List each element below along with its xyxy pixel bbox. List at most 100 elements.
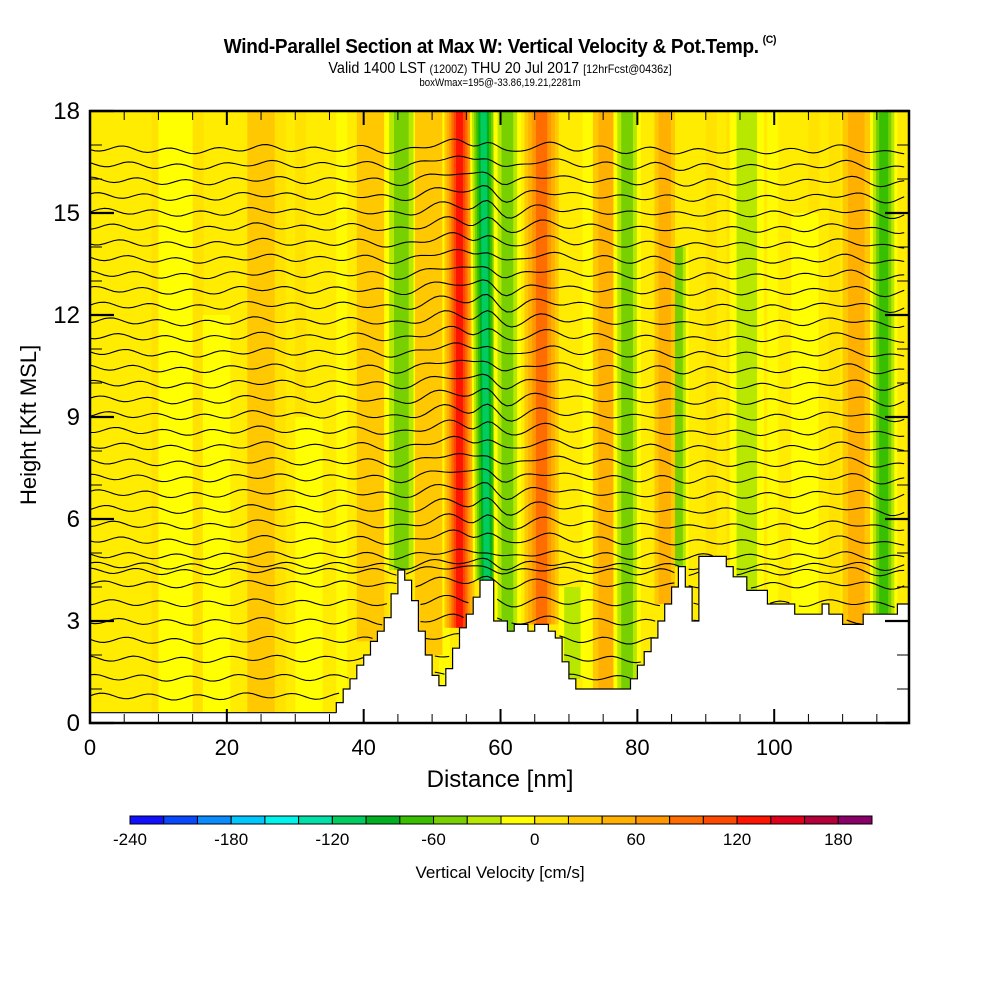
theta-contour-line <box>90 435 905 452</box>
colorbar-box <box>163 815 198 825</box>
colorbar-box <box>196 815 232 825</box>
theta-contour-line <box>90 557 680 571</box>
theta-contour-line <box>90 419 905 437</box>
colorbar-box <box>635 815 671 825</box>
colorbar-box <box>534 815 569 825</box>
velocity-band <box>384 111 419 570</box>
theta-contour-line <box>496 617 503 621</box>
colorbar-box <box>365 815 401 825</box>
velocity-level <box>736 111 758 591</box>
colorbar-tick-label: -240 <box>113 830 147 849</box>
velocity-level <box>848 111 865 625</box>
velocity-band <box>202 315 231 712</box>
colorbar-box <box>129 815 165 825</box>
theta-contour-line <box>846 619 862 625</box>
theta-contour-line <box>496 596 660 608</box>
velocity-band <box>729 111 764 591</box>
colorbar-label: Vertical Velocity [cm/s] <box>415 863 585 882</box>
chart-title: Wind-Parallel Section at Max W: Vertical… <box>25 34 975 59</box>
field-stripe <box>438 111 450 712</box>
axes: 0 20 40 60 80 100 0 3 6 9 12 15 18 <box>53 98 911 760</box>
colorbar: -240 -180 -120 -60 0 60 120 180 <box>113 815 873 849</box>
colorbar-box <box>298 815 333 825</box>
x-axis-label: Distance [nm] <box>0 766 1000 794</box>
theta-contour-line <box>736 566 905 577</box>
colorbar-box <box>264 815 300 825</box>
velocity-level <box>535 111 548 625</box>
velocity-band <box>842 111 870 625</box>
theta-contour-line <box>688 571 699 577</box>
y-axis-label-text: Height [Kft MSL] <box>16 344 41 505</box>
theta-contour-line <box>568 673 632 681</box>
theta-contour-line <box>90 248 905 265</box>
velocity-level <box>202 315 231 712</box>
y-tick-label: 0 <box>67 710 80 737</box>
field-stripe <box>828 111 840 712</box>
velocity-band <box>356 111 385 642</box>
x-tick-label: 40 <box>351 735 375 760</box>
title-text: Wind-Parallel Section at Max W: Vertical… <box>223 36 759 58</box>
theta-contour-line <box>415 575 675 590</box>
theta-contour-line <box>90 468 905 485</box>
velocity-band <box>613 111 641 689</box>
theta-contour-line <box>90 453 905 469</box>
colorbar-box <box>567 815 603 825</box>
theta-contour-line <box>90 529 905 546</box>
theta-contour-line <box>90 579 397 589</box>
copyright-mark: (C) <box>762 34 777 46</box>
theta-contour-line <box>90 310 905 329</box>
theta-contour-line <box>90 673 349 682</box>
field-stripe <box>705 111 717 712</box>
colorbar-box <box>433 815 468 825</box>
terrain <box>89 555 910 724</box>
velocity-level <box>791 213 819 615</box>
velocity-level <box>674 247 683 567</box>
colorbar-tick-label: 120 <box>723 830 751 849</box>
theta-contour-line <box>90 185 905 204</box>
velocity-level <box>393 111 409 570</box>
velocity-level <box>415 111 443 655</box>
velocity-band <box>791 213 819 615</box>
theta-contour-line <box>90 216 905 235</box>
x-tick-label: 60 <box>488 735 512 760</box>
theta-contour-line <box>90 138 905 155</box>
theta-contour-line <box>405 565 675 576</box>
field-stripe <box>767 111 779 712</box>
theta-contour-line <box>511 615 656 626</box>
theta-contour-line <box>90 482 905 501</box>
colorbar-tick-label: -120 <box>315 830 349 849</box>
y-tick-label: 3 <box>67 608 80 635</box>
theta-contour-line <box>90 325 905 343</box>
y-tick-label: 9 <box>67 404 80 431</box>
field-stripe <box>192 111 204 712</box>
velocity-band <box>295 417 323 712</box>
theta-contour-line <box>688 568 699 571</box>
theta-contour-line <box>90 232 905 249</box>
theta-contour-line <box>90 548 713 561</box>
colorbar-box <box>770 815 806 825</box>
colorbar-box <box>230 815 266 825</box>
field-stripe <box>274 111 286 712</box>
x-tick-label: 80 <box>625 735 649 760</box>
velocity-band <box>469 111 501 581</box>
x-tick-label: 0 <box>84 735 96 760</box>
theta-contour-line <box>90 497 905 517</box>
chart-subtitle: Valid 1400 LST (1200Z) THU 20 Jul 2017 [… <box>50 60 950 78</box>
theta-contour-line <box>559 635 656 645</box>
theta-contour-line <box>688 585 699 589</box>
colorbar-box <box>702 815 738 825</box>
theta-contours <box>90 138 905 701</box>
velocity-level <box>356 111 385 642</box>
terrain-profile <box>89 555 910 724</box>
velocity-level <box>158 111 193 712</box>
theta-contour-line <box>90 266 905 281</box>
theta-contour-line <box>420 594 469 606</box>
box-wmax-info: boxWmax=195@-33.86,19.21,2281m <box>419 77 581 89</box>
colorbar-tick-label: -60 <box>421 830 446 849</box>
field-stripe <box>295 111 307 712</box>
theta-contour-line <box>736 561 905 572</box>
velocity-level <box>480 111 490 581</box>
below-floor-area <box>90 712 909 723</box>
theta-contour-line <box>420 613 464 623</box>
